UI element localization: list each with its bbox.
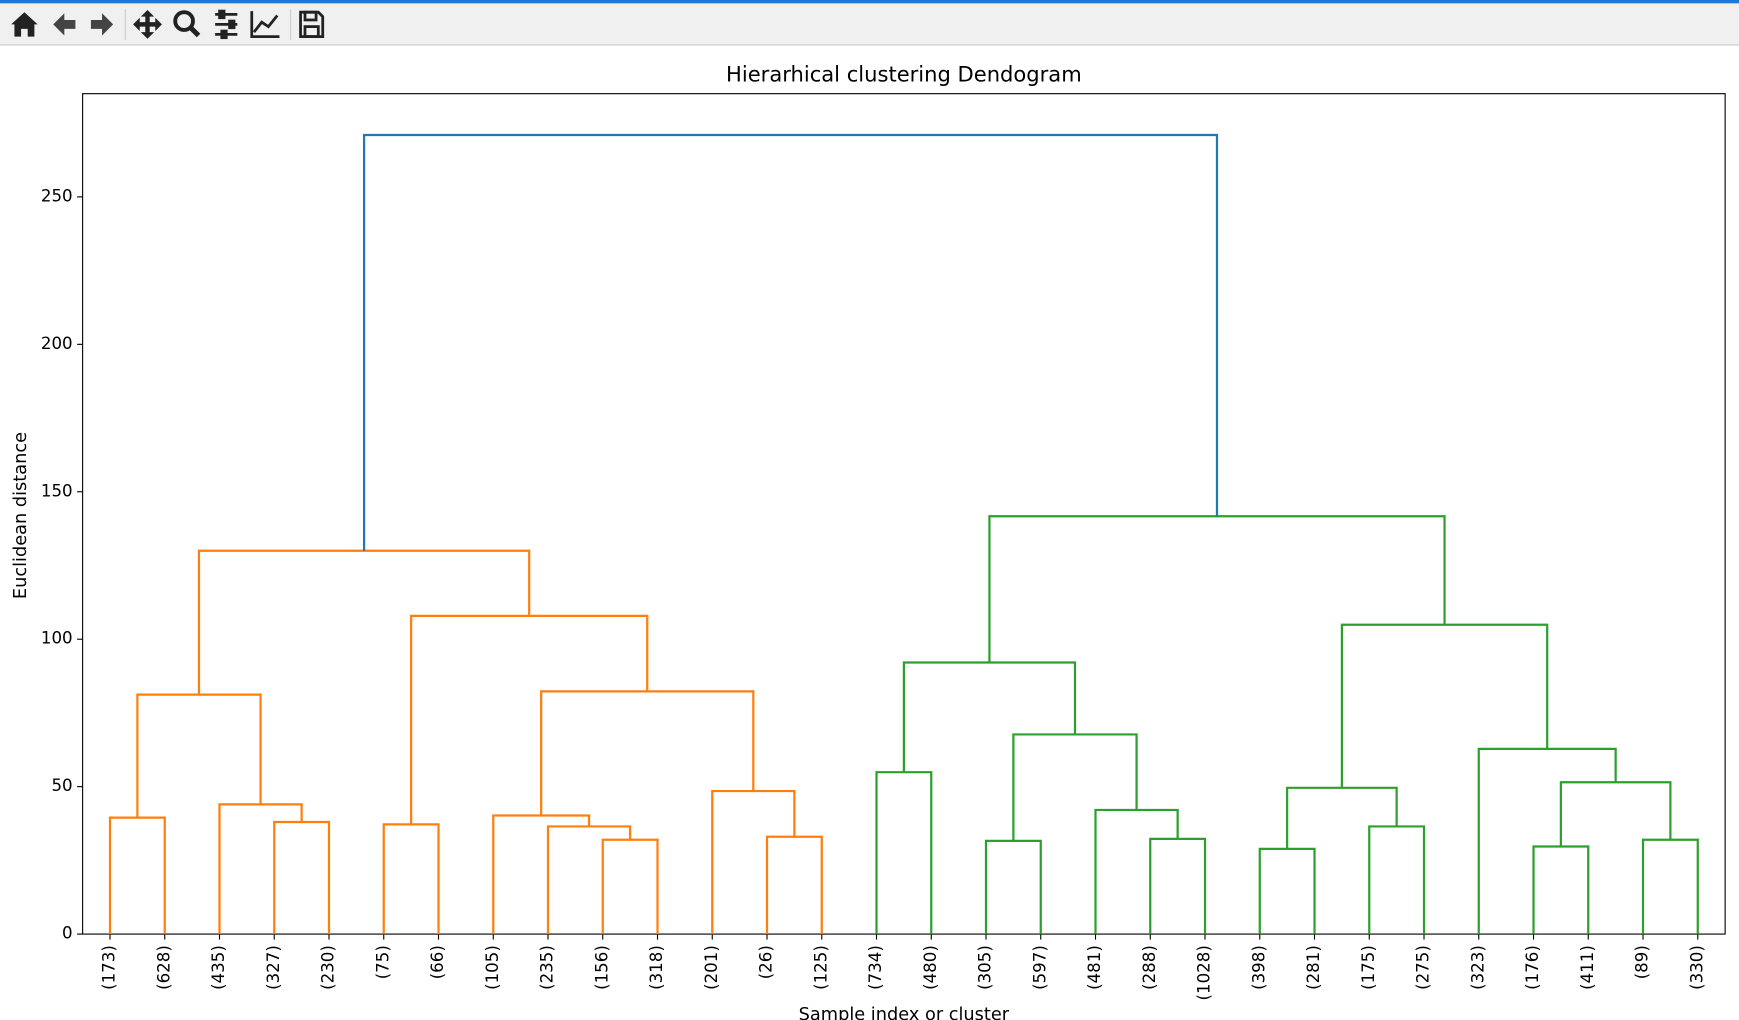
link [984,839,1042,935]
back-button[interactable] [53,13,76,36]
link [1258,847,1316,935]
link [765,835,823,935]
link [1094,808,1179,935]
link [492,814,591,935]
link [1641,838,1699,935]
x-tick-label: (173) [99,945,118,990]
chart: Hierarhical clustering Dendogram Euclide… [11,61,1726,1020]
link [1532,845,1590,935]
x-tick-label: (176) [1523,945,1542,990]
link [108,816,166,935]
x-tick-label: (481) [1085,945,1104,990]
link [875,771,933,935]
x-tick-label: (323) [1468,945,1487,990]
x-tick-label: (1028) [1195,945,1214,1000]
x-tick-label: (275) [1414,945,1433,990]
x-tick-label: (435) [209,945,228,990]
plot-frame [82,93,1726,935]
link [988,515,1446,663]
y-axis-label: Euclidean distance [11,432,31,599]
y-tick-label: 50 [51,776,72,795]
x-tick-label: (125) [811,945,830,990]
link [382,823,440,935]
x-tick-label: (628) [154,945,173,990]
x-axis-label: Sample index or cluster [799,1005,1010,1020]
x-tick-label: (288) [1140,945,1159,990]
x-tick-label: (398) [1249,945,1268,990]
x-tick-label: (411) [1578,945,1597,990]
link [540,690,755,816]
x-tick-label: (318) [647,945,666,990]
x-tick-label: (75) [373,945,392,979]
link [546,825,632,935]
link [1477,747,1617,935]
x-tick-label: (105) [483,945,502,990]
configure-button[interactable] [215,9,238,40]
toolbar-bg [0,0,1739,46]
x-tick-label: (66) [428,945,447,979]
chart-title: Hierarhical clustering Dendogram [726,61,1082,86]
zoom-button[interactable] [173,10,201,38]
link [362,133,1219,551]
link [601,838,659,935]
y-tick-label: 100 [41,629,73,648]
x-tick-label: (175) [1359,945,1378,990]
x-tick-label: (734) [866,945,885,990]
pan-button[interactable] [133,9,162,39]
link [1368,825,1426,935]
x-tick-label: (327) [264,945,283,990]
save-button[interactable] [299,10,325,38]
x-tick-label: (201) [702,945,721,990]
link [273,820,331,935]
toolbar [0,0,1739,46]
link [410,614,649,825]
x-tick-label: (156) [592,945,611,990]
y-tick-label: 150 [41,481,73,500]
y-tick-label: 0 [62,924,73,943]
x-tick-label: (235) [538,945,557,990]
link [197,549,531,695]
link [711,789,796,935]
y-tick-label: 250 [41,186,73,205]
x-tick-label: (480) [921,945,940,990]
link [218,803,303,935]
x-tick-label: (230) [318,945,337,990]
x-tick-label: (305) [976,945,995,990]
link [902,661,1077,773]
y-tick-label: 200 [41,334,73,353]
link [136,693,262,818]
link [1149,837,1207,935]
x-tick-label: (89) [1633,945,1652,979]
x-tick-label: (26) [757,945,776,979]
x-tick-label: (281) [1304,945,1323,990]
link [1286,786,1398,849]
edit-axis-button[interactable] [250,11,280,38]
x-tick-label: (330) [1687,945,1706,990]
link [1559,781,1672,847]
x-tick-label: (597) [1030,945,1049,990]
window-border [0,0,1739,4]
link [1340,623,1549,788]
link [1012,733,1138,841]
home-button[interactable] [11,12,38,37]
forward-button[interactable] [90,13,114,36]
